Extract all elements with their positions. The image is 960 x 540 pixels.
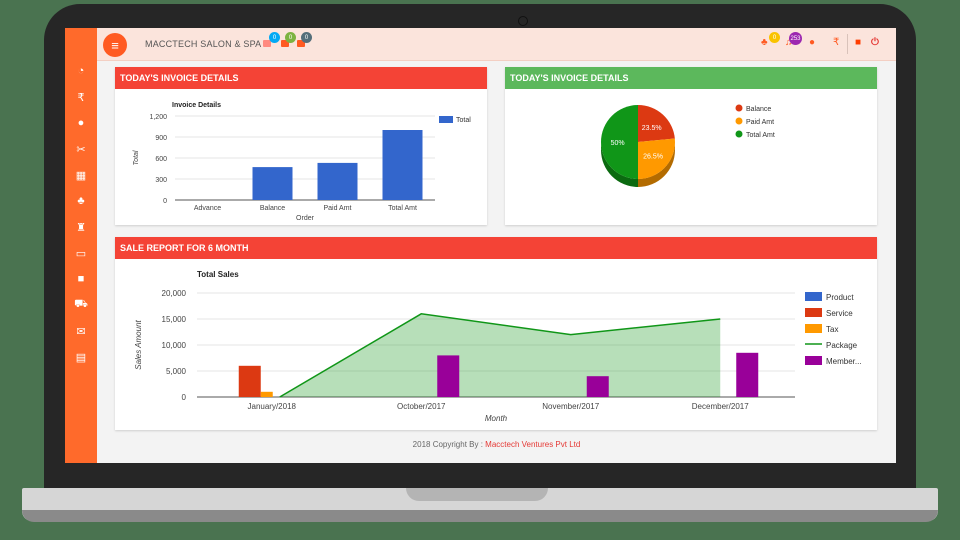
hamburger-icon: ≡ <box>111 37 119 53</box>
sales-report-panel: SALE REPORT FOR 6 MONTH Total Sales 0 5,00… <box>115 237 877 430</box>
briefcase-icon: ■ <box>77 273 85 285</box>
chart-icon: ▤ <box>75 351 87 364</box>
invoice-bar-chart: Invoice Details 0 300 600 900 1,200 Advance Bal… <box>133 102 471 222</box>
svg-text:Paid Amt: Paid Amt <box>323 205 351 212</box>
notification-badge[interactable]: 0 <box>285 32 296 43</box>
top-bar: ≡ MACCTECH SALON & SPA 0 0 0 ♣ 0 ♫ 253 ●… <box>97 28 896 61</box>
svg-text:Member...: Member... <box>826 357 862 366</box>
svg-text:900: 900 <box>155 135 167 142</box>
credit-card-icon: ▭ <box>75 247 87 260</box>
sidebar-item-user[interactable]: ● <box>65 110 97 136</box>
sidebar-item-dashboard[interactable]: ◔ <box>65 58 97 84</box>
lock-icon[interactable]: ■ <box>855 37 862 48</box>
svg-text:300: 300 <box>155 177 167 184</box>
svg-text:50%: 50% <box>611 140 625 147</box>
svg-text:15,000: 15,000 <box>162 315 187 324</box>
chat-icon[interactable]: ● <box>809 37 816 48</box>
calendar-icon: ▦ <box>75 169 87 182</box>
footer: 2018 Copyright By : Macctech Ventures Pv… <box>97 440 896 449</box>
company-link[interactable]: Macctech Ventures Pvt Ltd <box>485 440 581 449</box>
cart-icon: ⛟ <box>74 298 88 310</box>
svg-text:January/2018: January/2018 <box>248 402 297 411</box>
invoice-bar-panel: TODAY'S INVOICE DETAILS Invoice Details 0… <box>115 67 487 225</box>
dashboard-icon: ◔ <box>77 65 85 77</box>
sidebar-item-services[interactable]: ✂ <box>65 136 97 162</box>
user-icon[interactable] <box>281 40 289 47</box>
svg-text:Paid Amt: Paid Amt <box>746 119 774 126</box>
sidebar-item-cart[interactable]: ⛟ <box>65 292 97 318</box>
panel-title: TODAY'S INVOICE DETAILS <box>115 67 487 89</box>
notification-badge[interactable]: 0 <box>301 32 312 43</box>
svg-text:Total: Total <box>133 150 140 165</box>
svg-text:Total Sales: Total Sales <box>197 270 239 279</box>
user-icon[interactable] <box>297 40 305 47</box>
users-icon: ♣ <box>77 195 85 207</box>
svg-text:Order: Order <box>296 215 315 222</box>
svg-text:10,000: 10,000 <box>162 341 187 350</box>
bell-icon[interactable]: ♫ <box>785 37 793 48</box>
laptop-notch <box>406 488 548 501</box>
svg-text:October/2017: October/2017 <box>397 402 446 411</box>
svg-text:Tax: Tax <box>826 325 838 334</box>
svg-text:23.5%: 23.5% <box>642 125 662 132</box>
svg-text:Sales Amount: Sales Amount <box>134 319 143 369</box>
sidebar-item-calendar[interactable]: ▦ <box>65 162 97 188</box>
sidebar: ◔ ₹ ● ✂ ▦ ♣ ♜ ▭ ■ ⛟ ✉ ▤ <box>65 28 97 463</box>
sidebar-item-mail[interactable]: ✉ <box>65 318 97 344</box>
sales-chart: Total Sales 0 5,000 10,000 15,000 20,000 Janua… <box>134 270 862 423</box>
notification-badge[interactable]: 253 <box>789 32 802 45</box>
svg-text:Total Amt: Total Amt <box>746 132 775 139</box>
invoice-pie-chart: 23.5% 26.5% 50% Balance Paid Amt Total Amt <box>601 104 775 187</box>
svg-text:0: 0 <box>182 393 187 402</box>
sidebar-item-inventory[interactable]: ♜ <box>65 214 97 240</box>
menu-toggle-button[interactable]: ≡ <box>103 33 127 57</box>
svg-text:1,200: 1,200 <box>149 114 167 121</box>
sidebar-item-cards[interactable]: ▭ <box>65 240 97 266</box>
svg-text:26.5%: 26.5% <box>643 154 663 161</box>
svg-text:Advance: Advance <box>194 205 221 212</box>
envelope-icon: ✉ <box>76 325 86 338</box>
svg-text:Total: Total <box>456 117 471 124</box>
svg-text:Month: Month <box>485 414 508 423</box>
sidebar-item-reports[interactable]: ▤ <box>65 344 97 370</box>
svg-text:Invoice Details: Invoice Details <box>172 102 221 109</box>
svg-text:Product: Product <box>826 293 854 302</box>
svg-text:Package: Package <box>826 341 858 350</box>
panel-title: SALE REPORT FOR 6 MONTH <box>115 237 877 259</box>
power-icon[interactable]: ⏻ <box>871 37 879 48</box>
svg-text:November/2017: November/2017 <box>542 402 599 411</box>
svg-text:600: 600 <box>155 156 167 163</box>
scissors-icon: ✂ <box>76 143 86 156</box>
rupee-icon[interactable]: ₹ <box>833 37 840 48</box>
svg-text:Total Amt: Total Amt <box>388 205 417 212</box>
notification-badge[interactable]: 0 <box>269 32 280 43</box>
sidebar-item-staff[interactable]: ♣ <box>65 188 97 214</box>
svg-text:20,000: 20,000 <box>162 289 187 298</box>
bag-icon: ♜ <box>76 221 86 234</box>
svg-text:Balance: Balance <box>260 205 285 212</box>
svg-text:5,000: 5,000 <box>166 367 187 376</box>
laptop-base-edge <box>22 510 938 522</box>
invoice-pie-panel: TODAY'S INVOICE DETAILS 23.5% 26.5% 50% Bal… <box>505 67 877 225</box>
divider <box>847 34 848 54</box>
svg-text:December/2017: December/2017 <box>692 402 749 411</box>
svg-text:Balance: Balance <box>746 106 771 113</box>
panel-title: TODAY'S INVOICE DETAILS <box>505 67 877 89</box>
sidebar-item-briefcase[interactable]: ■ <box>65 266 97 292</box>
svg-text:0: 0 <box>163 198 167 205</box>
svg-text:Service: Service <box>826 309 853 318</box>
sidebar-item-payments[interactable]: ₹ <box>65 84 97 110</box>
screen: ◔ ₹ ● ✂ ▦ ♣ ♜ ▭ ■ ⛟ ✉ ▤ ≡ MACCTECH SALON & SPA 0 0 … <box>65 28 896 463</box>
rupee-icon: ₹ <box>77 91 85 104</box>
notification-badge[interactable]: 0 <box>769 32 780 43</box>
user-icon[interactable] <box>263 40 271 47</box>
users-icon[interactable]: ♣ <box>761 37 768 48</box>
user-icon: ● <box>77 117 85 129</box>
camera <box>518 16 528 26</box>
brand-name: MACCTECH SALON & SPA <box>145 39 262 49</box>
copyright-text: 2018 Copyright By : <box>412 440 486 449</box>
